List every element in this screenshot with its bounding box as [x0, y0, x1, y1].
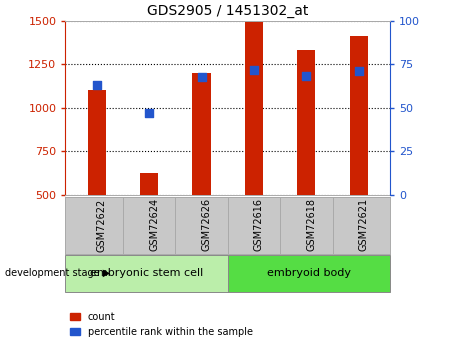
Title: GDS2905 / 1451302_at: GDS2905 / 1451302_at [147, 4, 308, 18]
Legend: count, percentile rank within the sample: count, percentile rank within the sample [70, 312, 253, 337]
Text: GSM72621: GSM72621 [359, 198, 368, 252]
Text: development stage ▶: development stage ▶ [5, 268, 110, 278]
Text: embryoid body: embryoid body [267, 268, 351, 278]
Bar [87, 90, 106, 195]
Bar [65, 255, 228, 292]
Bar [140, 173, 158, 195]
Point [250, 68, 258, 73]
Point [355, 68, 362, 74]
Text: GSM72622: GSM72622 [97, 198, 107, 252]
Bar [193, 73, 211, 195]
Text: GSM72624: GSM72624 [149, 198, 159, 252]
Point [146, 110, 153, 116]
Point [198, 75, 205, 80]
Bar [228, 255, 390, 292]
Bar [245, 22, 263, 195]
Text: GSM72618: GSM72618 [306, 198, 316, 252]
Text: GSM72616: GSM72616 [254, 198, 264, 252]
Text: embryonic stem cell: embryonic stem cell [90, 268, 203, 278]
Point [93, 82, 101, 88]
Point [303, 73, 310, 78]
Bar [297, 50, 316, 195]
Text: GSM72626: GSM72626 [202, 198, 212, 252]
Bar [350, 36, 368, 195]
